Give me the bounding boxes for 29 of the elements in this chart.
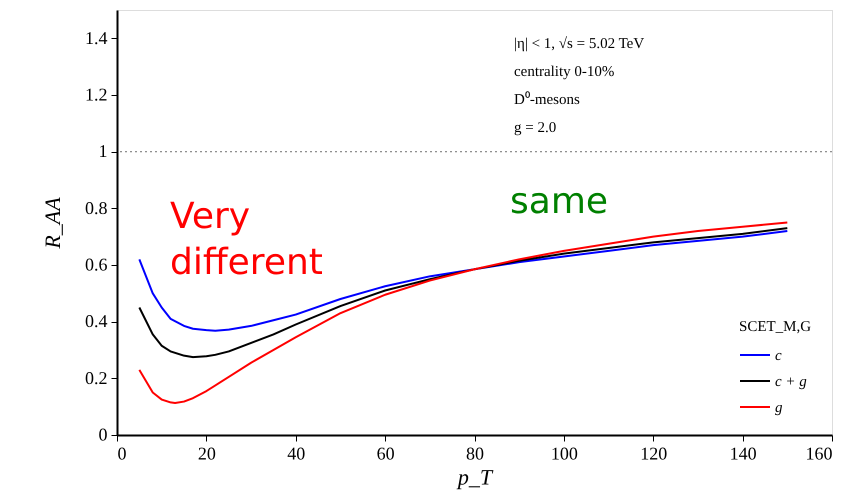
y-tick-label: 0.2 bbox=[85, 368, 108, 388]
x-tick-label: 140 bbox=[730, 444, 757, 464]
annotation: same bbox=[510, 181, 608, 222]
x-tick-label: 120 bbox=[640, 444, 668, 464]
x-axis-title: p_T bbox=[456, 464, 494, 490]
y-tick-label: 1.4 bbox=[85, 28, 108, 48]
x-tick-label: 60 bbox=[376, 444, 395, 464]
x-tick-label: 160 bbox=[806, 444, 832, 464]
y-tick-label: 0.4 bbox=[85, 311, 108, 332]
x-tick-label: 0 bbox=[118, 444, 126, 464]
annotation: Very different bbox=[170, 196, 323, 283]
y-tick-label: 1.2 bbox=[85, 84, 108, 104]
y-axis-title: R_AA bbox=[40, 196, 65, 250]
legend-label: c + g bbox=[775, 374, 808, 390]
legend-title: SCET_M,G bbox=[739, 319, 812, 335]
x-tick-label: 80 bbox=[466, 444, 484, 464]
y-tick-label: 1 bbox=[98, 141, 108, 162]
annotation: centrality 0-10% bbox=[514, 64, 614, 80]
y-tick-label: 0.6 bbox=[85, 254, 108, 274]
legend-label: g bbox=[775, 400, 783, 416]
annotation: D⁰-mesons bbox=[514, 91, 580, 108]
y-tick-label: 0.8 bbox=[85, 198, 108, 218]
x-tick-label: 20 bbox=[198, 444, 216, 464]
annotation: |η| < 1, √s = 5.02 TeV bbox=[514, 36, 644, 52]
legend-label: c bbox=[775, 348, 782, 364]
x-tick-label: 40 bbox=[287, 444, 306, 464]
annotation: g = 2.0 bbox=[514, 120, 556, 136]
x-tick-label: 100 bbox=[550, 444, 578, 464]
y-tick-label: 0 bbox=[98, 424, 108, 444]
